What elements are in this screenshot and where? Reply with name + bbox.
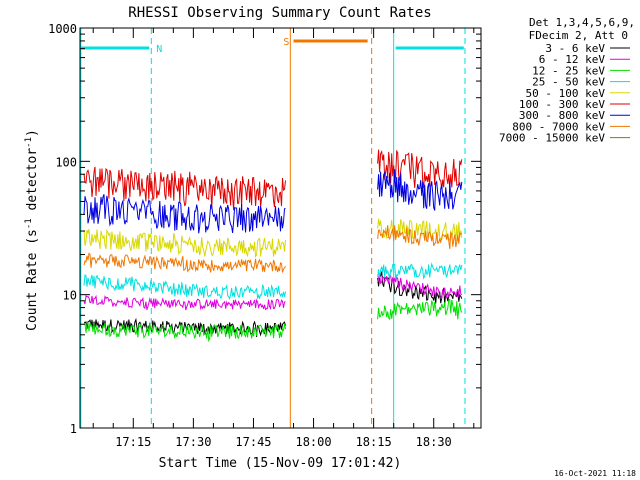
x-tick-label: 18:30 bbox=[416, 435, 452, 449]
series-line bbox=[377, 262, 463, 280]
night-label: N bbox=[156, 44, 162, 55]
series-line bbox=[83, 273, 286, 300]
saa-label: S bbox=[283, 37, 289, 48]
legend-label: 100 - 300 keV bbox=[519, 98, 605, 111]
legend-label: 800 - 7000 keV bbox=[512, 120, 605, 133]
series-line bbox=[83, 317, 286, 338]
plot-frame bbox=[79, 27, 482, 429]
x-tick-label: 18:00 bbox=[295, 435, 331, 449]
series-line bbox=[377, 273, 463, 300]
series-line bbox=[83, 228, 286, 259]
series-line bbox=[377, 169, 463, 211]
series-line bbox=[83, 294, 286, 311]
y-tick-label: 100 bbox=[55, 155, 77, 169]
x-tick-label: 17:30 bbox=[175, 435, 211, 449]
x-tick-label: 17:15 bbox=[115, 435, 151, 449]
y-tick-label: 1 bbox=[70, 422, 77, 436]
legend-label: 6 - 12 keV bbox=[539, 53, 606, 66]
series-line bbox=[83, 194, 286, 234]
series-line bbox=[377, 225, 463, 249]
legend-label: 7000 - 15000 keV bbox=[499, 132, 605, 145]
series-line bbox=[377, 298, 463, 321]
legend-header-line-1: Det 1,3,4,5,6,9, bbox=[529, 16, 635, 29]
legend-label: 300 - 800 keV bbox=[519, 109, 605, 122]
legend-label: 12 - 25 keV bbox=[532, 64, 605, 77]
y-tick-label: 10 bbox=[63, 289, 77, 303]
series-line bbox=[83, 166, 286, 211]
series-line bbox=[377, 149, 463, 190]
legend-label: 50 - 100 keV bbox=[526, 87, 606, 100]
y-tick-label: 1000 bbox=[48, 22, 77, 36]
legend-label: 25 - 50 keV bbox=[532, 76, 605, 89]
x-axis-label: Start Time (15-Nov-09 17:01:42) bbox=[159, 456, 402, 471]
x-tick-label: 18:15 bbox=[356, 435, 392, 449]
legend-label: 3 - 6 keV bbox=[545, 42, 605, 55]
y-axis-label: Count Rate (s-1 detector-1) bbox=[24, 129, 40, 331]
x-tick-label: 17:45 bbox=[235, 435, 271, 449]
timestamp: 16-Oct-2021 11:18 bbox=[554, 469, 636, 478]
legend: Det 1,3,4,5,6,9, FDecim 2, Att 0 3 - 6 k… bbox=[499, 16, 635, 145]
chart-title: RHESSI Observing Summary Count Rates bbox=[128, 5, 431, 21]
legend-header-line-2: FDecim 2, Att 0 bbox=[529, 29, 628, 42]
series-line bbox=[83, 252, 286, 273]
series-line bbox=[83, 322, 286, 343]
